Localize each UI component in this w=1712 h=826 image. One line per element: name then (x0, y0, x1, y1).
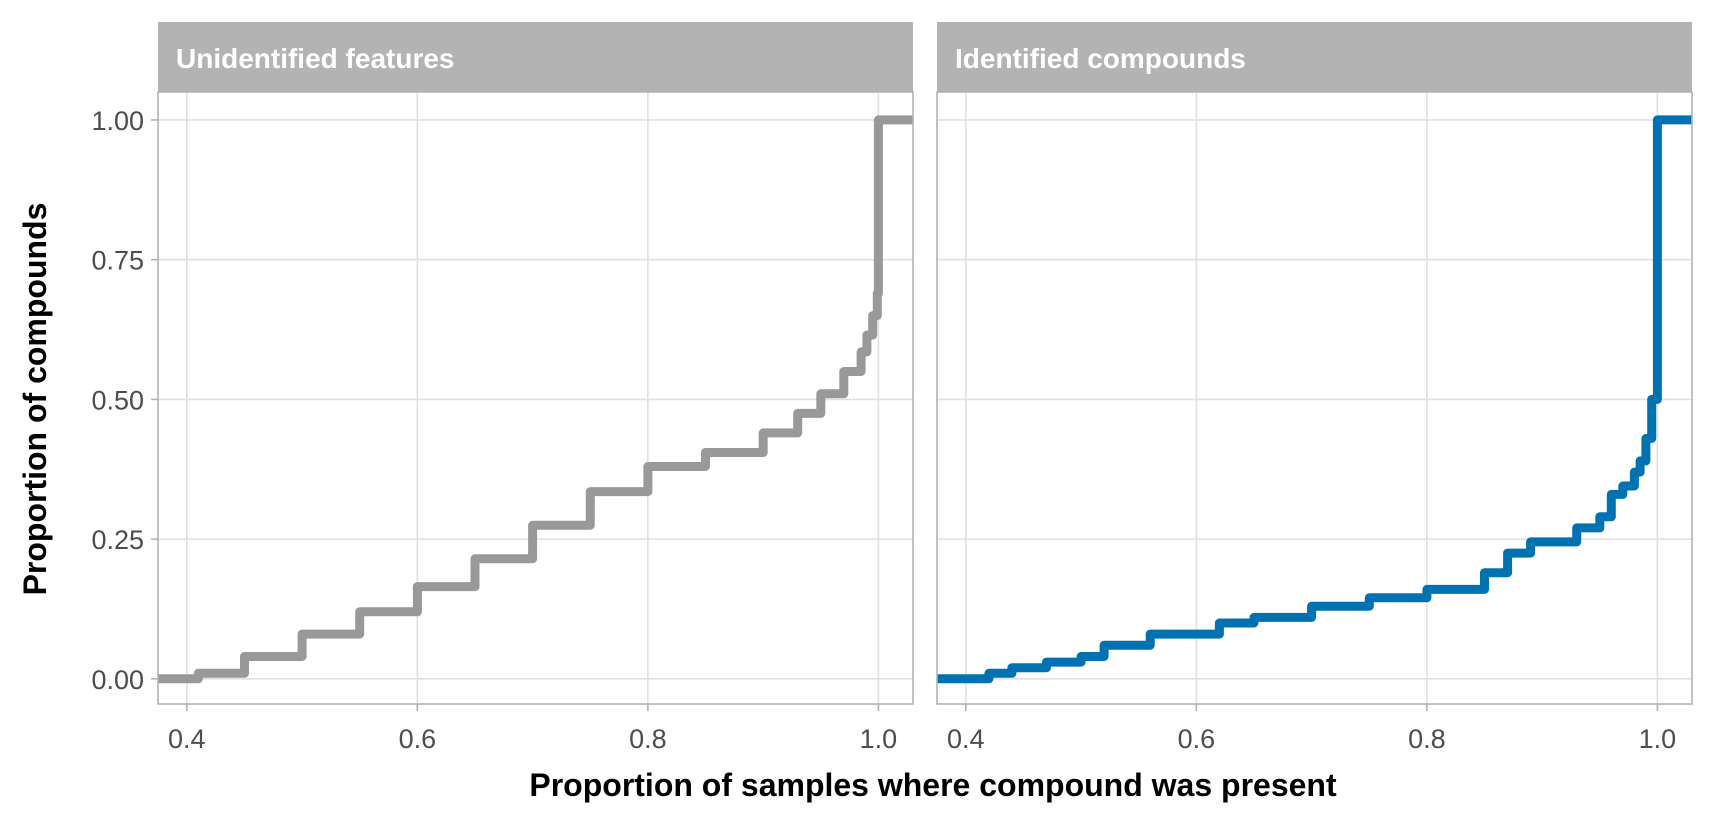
x-tick-label: 0.4 (947, 724, 985, 754)
facet-strip (937, 22, 1692, 92)
x-tick-label: 0.6 (399, 724, 437, 754)
facet-title: Unidentified features (176, 43, 454, 74)
x-axis-title: Proportion of samples where compound was… (529, 767, 1337, 803)
y-tick-label: 0.75 (91, 246, 144, 276)
facet-panels: Unidentified features 0.4 0.6 0.8 1.0 0.00 0.2… (91, 22, 1693, 754)
panel-border (936, 91, 1693, 705)
panel-border (157, 91, 914, 705)
x-tick-label: 1.0 (860, 724, 898, 754)
x-tick-label: 0.6 (1178, 724, 1216, 754)
x-tick-label: 1.0 (1639, 724, 1677, 754)
x-tick-label: 0.8 (1408, 724, 1446, 754)
x-tick-label: 0.8 (629, 724, 667, 754)
panel-1: Unidentified features 0.4 0.6 0.8 1.0 0.00 0.2… (91, 22, 914, 754)
y-tick-label: 0.50 (91, 385, 144, 415)
ecdf-line (937, 115, 1692, 684)
facet-title: Identified compounds (955, 43, 1246, 74)
y-tick-label: 0.25 (91, 525, 144, 555)
y-tick-label: 0.00 (91, 665, 144, 695)
y-tick-label: 1.00 (91, 106, 144, 136)
facet-strip (158, 22, 913, 92)
y-axis-title: Proportion of compounds (17, 203, 53, 596)
ecdf-line (158, 115, 913, 684)
x-tick-label: 0.4 (168, 724, 206, 754)
panel-2: Identified compounds 0.4 0.6 0.8 1.0 (936, 22, 1693, 754)
